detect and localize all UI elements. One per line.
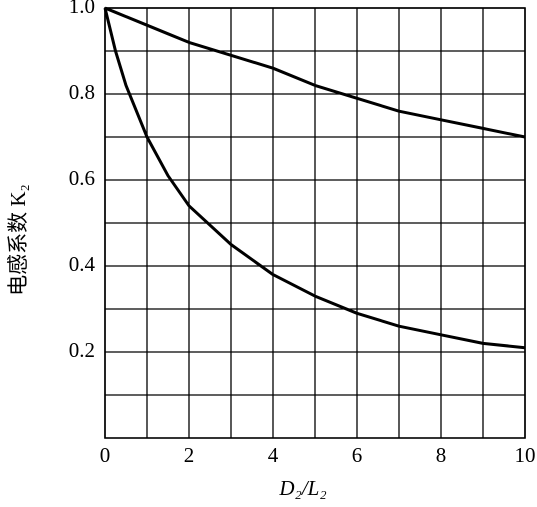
x-tick-label: 2 [184,443,195,467]
x-tick-label: 6 [352,443,363,467]
y-axis-label: 电感系数 K₂ [6,184,30,296]
y-tick-label: 0.6 [69,166,95,190]
x-tick-label: 8 [436,443,447,467]
x-tick-label: 0 [100,443,111,467]
x-tick-label: 4 [268,443,279,467]
x-axis-label: D₂/L₂ [278,476,326,500]
y-tick-label: 1.0 [69,0,95,18]
line-series [104,6,526,139]
y-tick-label: 0.2 [69,338,95,362]
y-tick-label: 0.4 [69,252,96,276]
x-tick-label: 10 [515,443,536,467]
line-series [103,7,526,350]
y-tick-label: 0.8 [69,80,95,104]
